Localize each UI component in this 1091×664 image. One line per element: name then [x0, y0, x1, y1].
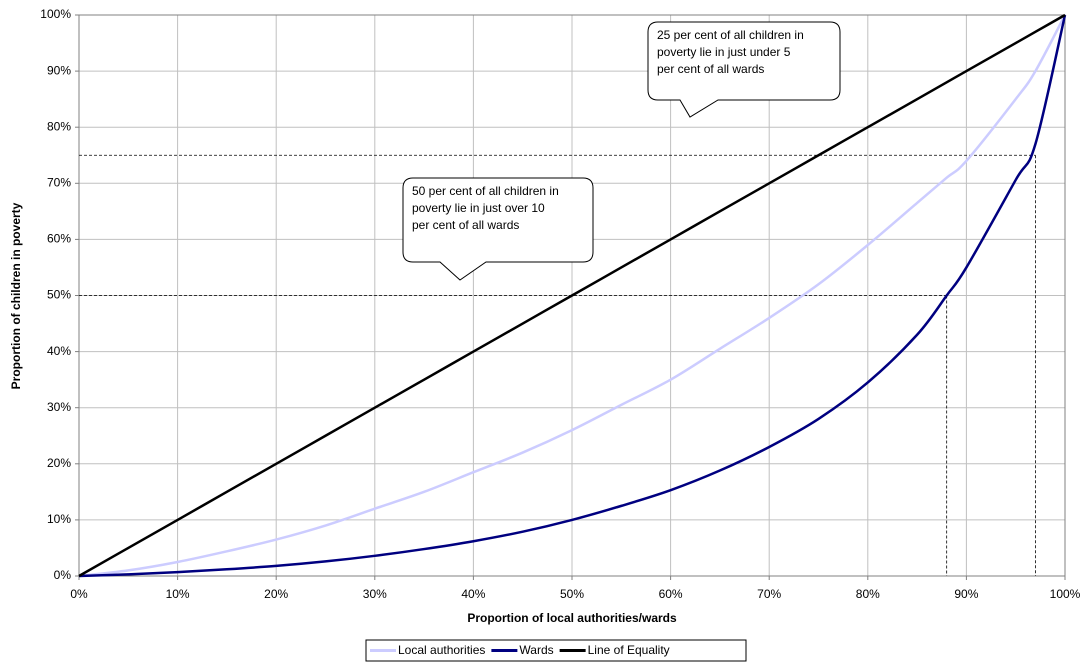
y-tick-label: 70%: [47, 175, 71, 189]
callout-text: per cent of all wards: [412, 218, 519, 232]
x-tick-label: 40%: [461, 587, 485, 601]
x-tick-label: 20%: [264, 587, 288, 601]
y-tick-label: 20%: [47, 456, 71, 470]
x-tick-label: 50%: [560, 587, 584, 601]
callout-box: [647, 21, 841, 118]
x-tick-label: 10%: [166, 587, 190, 601]
legend-label: Line of Equality: [588, 643, 670, 657]
x-tick-label: 80%: [856, 587, 880, 601]
x-tick-label: 100%: [1050, 587, 1081, 601]
y-axis-label: Proportion of children in poverty: [9, 202, 23, 389]
series-line: [78, 13, 1066, 578]
y-tick-label: 0%: [54, 568, 72, 582]
series-line: [78, 14, 1067, 578]
callout-text: poverty lie in just over 10: [412, 201, 545, 215]
x-tick-label: 90%: [954, 587, 978, 601]
x-axis-label: Proportion of local authorities/wards: [467, 611, 677, 625]
callout-box: [402, 177, 594, 281]
legend-label: Local authorities: [398, 643, 485, 657]
y-tick-label: 40%: [47, 344, 71, 358]
legend-box: [365, 639, 747, 662]
x-tick-label: 60%: [659, 587, 683, 601]
y-tick-label: 60%: [47, 232, 71, 246]
y-tick-label: 10%: [47, 512, 71, 526]
x-tick-label: 30%: [363, 587, 387, 601]
series-line: [78, 14, 1067, 578]
callout-text: poverty lie in just under 5: [657, 45, 791, 59]
legend-label: Wards: [519, 643, 553, 657]
callout-text: per cent of all wards: [657, 62, 764, 76]
y-tick-label: 100%: [40, 7, 71, 21]
y-tick-label: 90%: [47, 63, 71, 77]
y-tick-label: 80%: [47, 119, 71, 133]
legend: Local authorities Wards Line of Equality: [365, 639, 747, 662]
x-tick-label: 0%: [70, 587, 88, 601]
callout-text: 50 per cent of all children in: [412, 184, 559, 198]
y-tick-label: 50%: [47, 288, 71, 302]
callout-text: 25 per cent of all children in: [657, 28, 804, 42]
x-tick-label: 70%: [757, 587, 781, 601]
y-tick-label: 30%: [47, 400, 71, 414]
